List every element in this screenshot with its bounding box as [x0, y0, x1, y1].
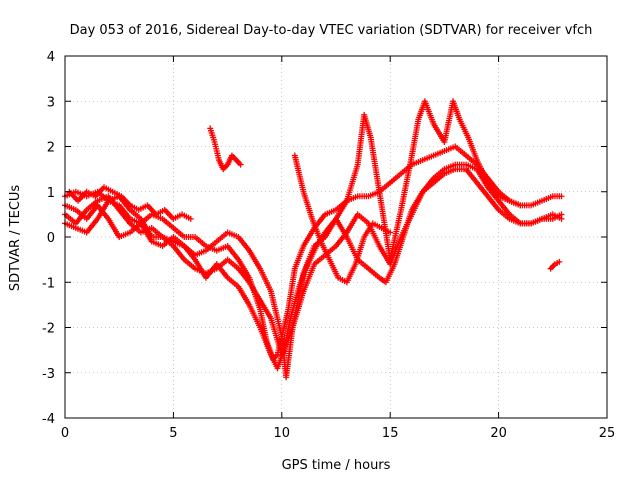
data-points	[62, 98, 565, 381]
y-tick-label: -2	[42, 322, 55, 337]
y-tick-label: 4	[47, 50, 55, 65]
x-tick-label: 0	[61, 426, 69, 441]
x-tick-label: 10	[274, 426, 291, 441]
series-track-6	[66, 184, 194, 222]
x-tick-label: 5	[169, 426, 177, 441]
axis-ticks: 0 5 10 15 20 25 -4 -3 -2 -1 0 1 2 3 4	[42, 50, 615, 441]
data-point	[387, 229, 394, 236]
x-tick-label: 25	[599, 426, 616, 441]
y-tick-label: 0	[47, 231, 55, 246]
data-point	[187, 215, 194, 222]
chart-title: Day 053 of 2016, Sidereal Day-to-day VTE…	[70, 23, 593, 38]
data-point	[558, 211, 565, 218]
x-tick-label: 15	[382, 426, 399, 441]
series-track-5	[207, 125, 244, 173]
series-track-2	[62, 166, 565, 358]
y-tick-label: 1	[47, 186, 55, 201]
data-point	[237, 161, 244, 168]
y-axis-label: SDTVAR / TECUs	[8, 185, 23, 292]
grid-lines	[65, 56, 607, 418]
data-point	[558, 193, 565, 200]
x-axis-label: GPS time / hours	[282, 458, 391, 473]
series-track-4	[62, 98, 524, 381]
y-tick-label: -3	[42, 367, 55, 382]
y-tick-label: -4	[42, 412, 55, 427]
series-track-7	[291, 152, 394, 286]
data-point	[556, 258, 563, 265]
data-point	[517, 202, 524, 209]
y-tick-label: 2	[47, 141, 55, 156]
x-tick-label: 20	[490, 426, 507, 441]
series-track-8	[547, 258, 563, 272]
y-tick-label: 3	[47, 95, 55, 110]
y-tick-label: -1	[42, 276, 55, 291]
